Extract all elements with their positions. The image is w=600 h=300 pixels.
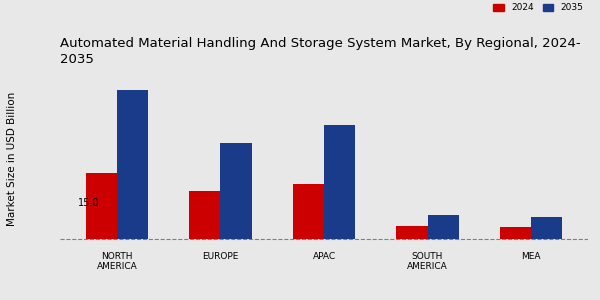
Bar [500,227,531,239]
Bar [293,184,324,239]
Bar [117,90,148,239]
Text: 15.0: 15.0 [78,198,100,208]
Bar [397,226,428,239]
Bar [324,125,355,239]
Legend: 2024, 2035: 2024, 2035 [493,3,583,12]
Bar [86,173,117,239]
Text: Automated Material Handling And Storage System Market, By Regional, 2024-
2035: Automated Material Handling And Storage … [60,37,581,66]
Text: Market Size in USD Billion: Market Size in USD Billion [7,92,17,226]
Bar [190,191,220,239]
Bar [531,217,562,239]
Bar [220,143,251,239]
Bar [428,215,458,239]
